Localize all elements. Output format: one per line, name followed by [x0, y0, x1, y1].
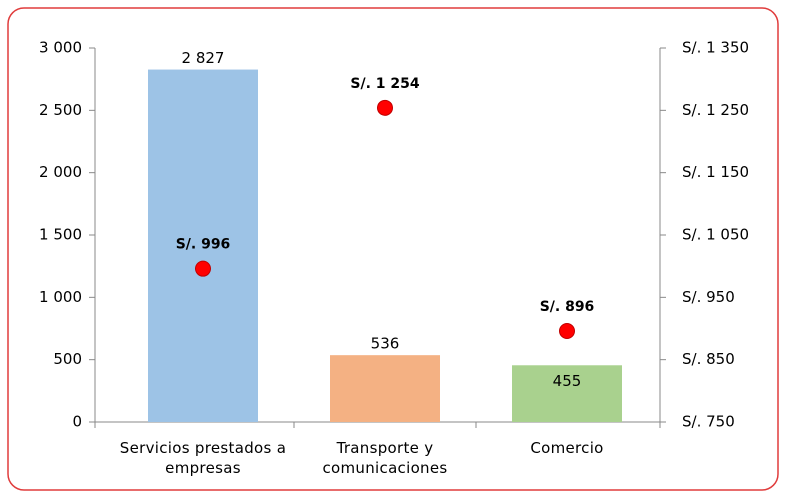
bar-value-label: 536 — [371, 335, 400, 353]
y2-tick-label: S/. 1 250 — [682, 101, 749, 119]
y-tick-label: 0 — [72, 413, 82, 431]
point-value-label: S/. 996 — [176, 237, 231, 253]
y-tick-label: 3 000 — [39, 39, 82, 57]
bar-value-label: 2 827 — [182, 49, 225, 67]
point — [377, 99, 393, 116]
bar — [330, 355, 440, 422]
y2-tick-label: S/. 1 350 — [682, 39, 749, 57]
y-tick-label: 500 — [53, 350, 82, 368]
y-tick-label: 1 500 — [39, 226, 82, 244]
point-value-label: S/. 1 254 — [350, 76, 419, 92]
bar — [148, 69, 258, 423]
bar — [512, 365, 622, 422]
bar-value-label: 455 — [553, 372, 582, 390]
y-tick-label: 2 500 — [39, 101, 82, 119]
point — [195, 260, 211, 277]
y2-tick-label: S/. 850 — [682, 350, 735, 368]
x-tick-label: Comercio — [530, 439, 604, 457]
y2-tick-label: S/. 1 050 — [682, 226, 749, 244]
x-tick-label: Transporte y comunicaciones — [322, 439, 448, 477]
y2-tick-label: S/. 1 150 — [682, 163, 749, 181]
x-tick-label: Servicios prestados a empresas — [119, 439, 287, 477]
point-value-label: S/. 896 — [540, 299, 595, 315]
y2-tick-label: S/. 950 — [682, 288, 735, 306]
y2-tick-label: S/. 750 — [682, 413, 735, 431]
y-tick-label: 2 000 — [39, 163, 82, 181]
point — [559, 322, 575, 339]
y-tick-label: 1 000 — [39, 288, 82, 306]
